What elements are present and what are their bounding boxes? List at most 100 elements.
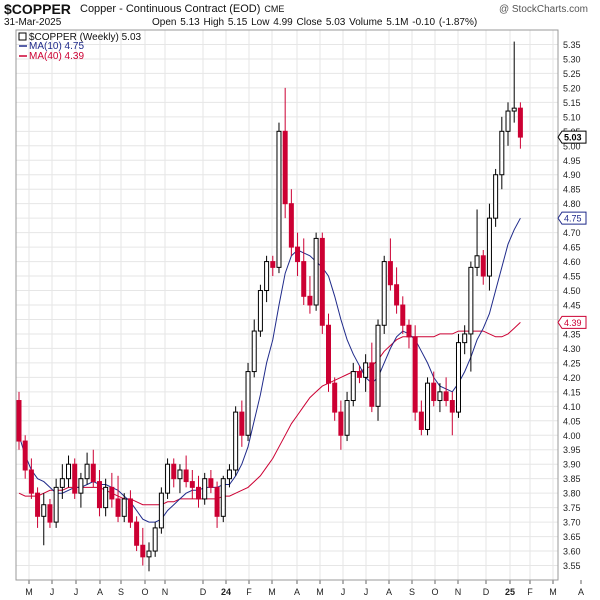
x-tick-label: F <box>527 587 533 597</box>
x-tick-label: A <box>386 587 392 597</box>
y-tick-label: 5.10 <box>563 112 581 122</box>
candle-body <box>449 400 455 413</box>
candle-body <box>257 290 263 332</box>
candle-body <box>387 261 393 286</box>
candle-body <box>381 261 387 326</box>
high-value: 5.15 <box>227 17 248 28</box>
candle-body <box>282 130 288 205</box>
candle-body <box>276 130 282 268</box>
instrument-description: Copper - Continuous Contract (EOD) CME <box>80 3 284 15</box>
candle-body <box>96 481 102 509</box>
candle-body <box>84 463 90 480</box>
candle-body <box>264 261 270 292</box>
candle-body <box>455 342 461 413</box>
close-label: Close <box>296 17 323 28</box>
close-value: 5.03 <box>325 17 346 28</box>
candle-body <box>146 550 152 558</box>
x-tick-label: N <box>455 587 462 597</box>
y-tick-label: 3.55 <box>563 561 581 571</box>
exchange-label: CME <box>264 4 285 14</box>
y-tick-label: 5.35 <box>563 40 581 50</box>
x-tick-label: M <box>268 587 276 597</box>
ohlc-summary: Open 5.13 High 5.15 Low 4.99 Close 5.03 … <box>152 17 477 28</box>
open-label: Open <box>152 17 177 28</box>
candle-body <box>140 544 146 558</box>
candle-body <box>480 255 486 277</box>
x-tick-label: M <box>549 587 557 597</box>
candle-body <box>437 391 443 402</box>
candle-body <box>171 463 177 480</box>
x-tick-label: J <box>74 587 79 597</box>
y-tick-label: 3.80 <box>563 489 581 499</box>
y-tick-label: 3.65 <box>563 532 581 542</box>
candle-body <box>301 261 307 297</box>
candle-body <box>251 330 257 373</box>
x-tick-label: O <box>141 587 148 597</box>
x-tick-label: O <box>431 587 438 597</box>
candle-body <box>78 478 84 494</box>
x-tick-label: J <box>341 587 346 597</box>
candle-body <box>270 261 276 268</box>
y-tick-label: 4.30 <box>563 344 581 354</box>
candle-body <box>53 486 59 523</box>
y-tick-label: 4.45 <box>563 301 581 311</box>
y-tick-label: 5.20 <box>563 83 581 93</box>
candle-body <box>196 486 202 500</box>
legend-ma40: MA(40) 4.39 <box>29 51 84 62</box>
low-label: Low <box>251 17 270 28</box>
candle-body <box>418 411 424 430</box>
x-tick-label: S <box>409 587 415 597</box>
y-tick-label: 3.60 <box>563 547 581 557</box>
ma40-line <box>18 322 521 506</box>
x-tick-label: M <box>316 587 324 597</box>
legend-ma10: MA(10) 4.75 <box>29 41 84 52</box>
candle-body <box>22 440 28 471</box>
legend-candle-swatch <box>18 32 27 41</box>
y-tick-label: 3.90 <box>563 460 581 470</box>
y-tick-label: 4.10 <box>563 402 581 412</box>
y-tick-label: 4.70 <box>563 228 581 238</box>
y-tick-label: 5.25 <box>563 69 581 79</box>
price-marker-label: 4.39 <box>564 318 582 328</box>
candle-body <box>425 382 431 430</box>
y-tick-label: 4.00 <box>563 431 581 441</box>
candle-body <box>350 371 356 402</box>
y-tick-label: 4.50 <box>563 286 581 296</box>
y-tick-label: 5.00 <box>563 141 581 151</box>
candle-body <box>233 411 239 471</box>
description-text: Copper - Continuous Contract (EOD) <box>80 3 261 15</box>
candle-body <box>189 481 195 488</box>
y-tick-label: 4.65 <box>563 243 581 253</box>
candle-body <box>344 400 350 436</box>
candle-body <box>319 237 325 326</box>
y-tick-label: 5.15 <box>563 98 581 108</box>
volume-value: 5.1M <box>386 17 409 28</box>
y-tick-label: 4.05 <box>563 416 581 426</box>
y-tick-label: 4.25 <box>563 358 581 368</box>
ma10-line <box>18 217 521 523</box>
candle-body <box>16 400 22 442</box>
candle-body <box>183 469 189 483</box>
candle-body <box>158 492 164 529</box>
candle-body <box>363 362 369 378</box>
candle-body <box>66 463 72 480</box>
candle-body <box>35 492 41 517</box>
candle-body <box>400 304 406 326</box>
x-tick-label: J <box>364 587 369 597</box>
y-tick-label: 4.95 <box>563 156 581 166</box>
price-marker-label: 4.75 <box>564 214 582 224</box>
change-value: -0.10 (-1.87%) <box>412 17 478 28</box>
y-tick-label: 5.30 <box>563 54 581 64</box>
candle-body <box>295 246 301 263</box>
x-tick-label: A <box>294 587 300 597</box>
candle-body <box>90 463 96 483</box>
stockcharts-brand[interactable]: @ StockCharts.com <box>498 4 588 15</box>
candle-body <box>356 371 362 378</box>
candle-body <box>505 110 511 132</box>
chart-date: 31-Mar-2025 <box>4 17 62 28</box>
open-value: 5.13 <box>180 17 200 28</box>
y-tick-label: 4.85 <box>563 185 581 195</box>
candle-body <box>332 382 338 413</box>
low-value: 4.99 <box>273 17 293 28</box>
